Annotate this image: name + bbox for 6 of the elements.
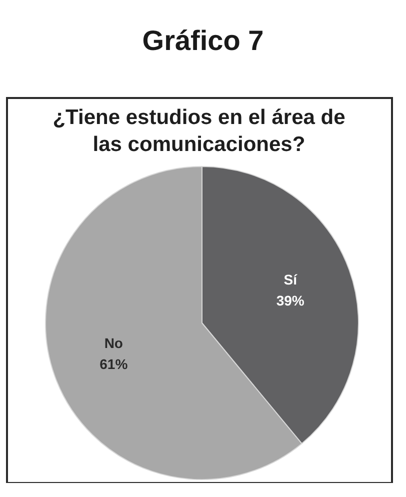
chart-title: Gráfico 7 bbox=[141, 24, 265, 58]
data-label: 61% bbox=[100, 356, 128, 372]
slice-label: Sí bbox=[284, 272, 298, 288]
chart-subtitle: ¿Tiene estudios en el área de las comunicaciones? bbox=[52, 105, 346, 158]
slice-label: No bbox=[104, 335, 123, 352]
data-label: 39% bbox=[276, 292, 305, 309]
